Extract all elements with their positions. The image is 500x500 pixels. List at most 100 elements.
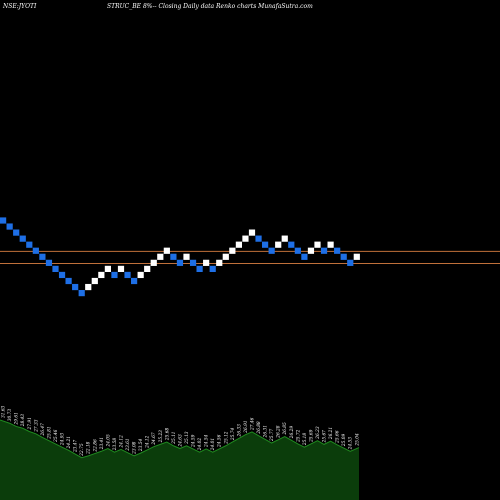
volume-value-label: 26.33: [237, 424, 242, 438]
volume-value-label: 31.63: [2, 405, 7, 418]
volume-value-label: 25.46: [54, 429, 59, 443]
down-brick: [209, 265, 216, 272]
volume-value-label: 25.11: [172, 431, 177, 444]
volume-value-label: 27.91: [28, 417, 33, 430]
volume-value-label: 26.47: [41, 423, 46, 437]
volume-value-label: 24.02: [198, 438, 203, 452]
down-brick: [320, 247, 328, 254]
chart-caption: STRUC_BE 8%-- Closing Daily data Renko c…: [107, 3, 313, 10]
down-brick: [72, 283, 79, 291]
volume-value-label: 25.81: [47, 426, 52, 439]
volume-value-label: 25.66: [336, 430, 341, 444]
volume-value-label: 25.67: [323, 430, 328, 444]
down-brick: [111, 271, 118, 279]
down-brick: [176, 259, 184, 266]
volume-value-label: 26.31: [264, 425, 269, 438]
volume-value-label: 23.47: [74, 439, 79, 453]
volume-value-label: 26.85: [283, 422, 288, 436]
down-brick: [19, 235, 26, 242]
down-brick: [32, 247, 39, 254]
volume-value-label: 25.09: [342, 433, 347, 447]
volume-value-label: 25.04: [355, 433, 360, 447]
down-brick: [52, 265, 59, 272]
down-brick: [170, 253, 177, 260]
up-brick: [275, 241, 282, 248]
volume-value-label: 23.61: [126, 438, 131, 451]
volume-value-label: 26.88: [257, 421, 262, 435]
ticker-label: NSE:JYOTI: [2, 3, 37, 10]
volume-value-label: 26.21: [329, 427, 334, 440]
down-brick: [268, 247, 275, 254]
down-brick: [65, 277, 72, 285]
down-brick: [288, 241, 295, 248]
up-brick: [248, 229, 256, 236]
volume-value-label: 24.53: [349, 437, 354, 451]
volume-value-label: 24.21: [67, 436, 72, 449]
volume-value-label: 27.46: [251, 417, 256, 431]
up-brick: [222, 253, 229, 260]
volume-value-label: 23.08: [133, 441, 138, 455]
volume-value-label: 26.91: [244, 420, 249, 433]
down-brick: [294, 247, 301, 254]
volume-value-label: 24.56: [218, 434, 223, 448]
volume-value-label: 24.12: [120, 435, 125, 449]
volume-value-label: 25.72: [296, 429, 301, 443]
renko-bricks: [0, 217, 360, 297]
volume-value-label: 24.67: [152, 432, 157, 446]
up-brick: [117, 265, 125, 272]
up-brick: [307, 247, 315, 254]
volume-value-label: 24.63: [178, 434, 183, 448]
down-brick: [124, 271, 131, 279]
up-brick: [157, 253, 164, 260]
volume-value-label: 27.33: [34, 419, 39, 433]
volume-value-label: 22.75: [80, 443, 85, 457]
volume-value-label: 24.05: [106, 434, 111, 448]
up-brick: [163, 247, 170, 254]
volume-value-label: 22.86: [93, 439, 98, 453]
volume-value-label: 25.74: [231, 428, 236, 442]
volume-line: [0, 419, 360, 459]
down-brick: [255, 235, 262, 242]
down-brick: [78, 290, 85, 297]
down-brick: [340, 253, 347, 260]
down-brick: [6, 223, 13, 230]
down-brick: [196, 265, 203, 272]
up-brick: [137, 271, 144, 279]
down-brick: [58, 271, 66, 279]
up-brick: [216, 259, 223, 266]
volume-value-label: 25.68: [165, 428, 170, 442]
volume-value-label: 25.12: [224, 431, 229, 445]
up-brick: [242, 235, 249, 242]
up-brick: [104, 265, 111, 272]
volume-area: [0, 420, 359, 500]
volume-value-label: 26.23: [316, 426, 321, 440]
volume-value-label: 24.01: [211, 438, 216, 451]
volume-value-label: 26.28: [277, 425, 282, 439]
down-brick: [301, 253, 308, 260]
volume-value-label: 25.13: [185, 431, 190, 445]
volume-value-label: 29.61: [15, 412, 20, 425]
up-brick: [183, 253, 190, 260]
volume-value-label: 25.77: [270, 428, 275, 442]
up-brick: [91, 277, 98, 285]
level-lines: [0, 250, 500, 264]
volume-value-label: 30.73: [8, 409, 13, 422]
down-brick: [262, 241, 269, 248]
down-brick: [131, 277, 138, 285]
volume-value-label: 24.54: [205, 434, 210, 448]
volume-value-label: 23.58: [113, 438, 118, 452]
up-brick: [281, 235, 288, 242]
down-brick: [39, 253, 46, 260]
up-brick: [235, 241, 242, 248]
up-brick: [85, 283, 92, 291]
up-brick: [353, 253, 360, 260]
volume-value-label: 28.43: [21, 414, 26, 428]
volume-value-label: 24.59: [192, 434, 197, 448]
up-brick: [144, 265, 151, 272]
up-brick: [203, 259, 210, 266]
down-brick: [0, 217, 7, 224]
volume-value-label: 24.93: [61, 433, 66, 447]
